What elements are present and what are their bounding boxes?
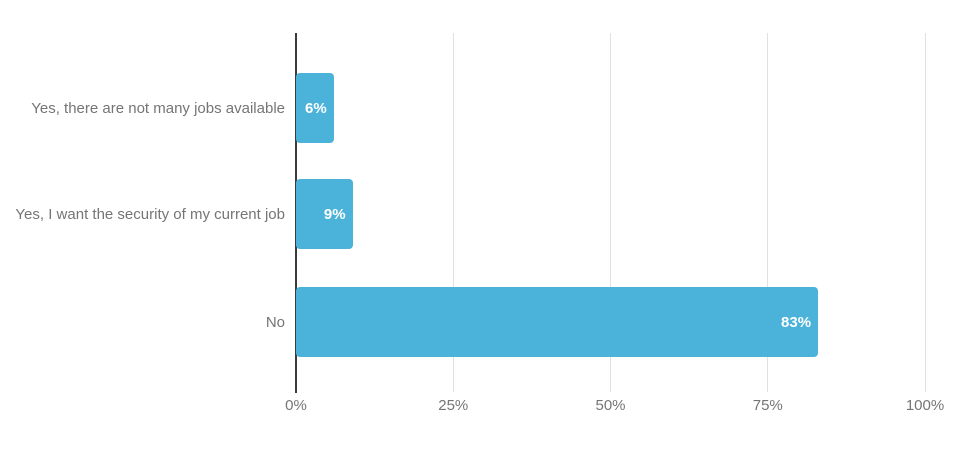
bar-value-label: 6%: [305, 99, 327, 117]
gridline: [924, 33, 926, 392]
bar: 9%: [296, 179, 353, 249]
x-tick-label: 50%: [595, 397, 626, 414]
x-tick-label: 75%: [752, 397, 783, 414]
bar: 83%: [296, 287, 819, 357]
category-label: Yes, I want the security of my current j…: [15, 205, 285, 223]
gridline: [767, 33, 769, 392]
x-tick-label: 0%: [285, 397, 307, 414]
bar-value-label: 9%: [323, 205, 346, 223]
bar-value-label: 83%: [781, 313, 812, 331]
gridline: [452, 33, 454, 392]
gridline: [610, 33, 611, 392]
category-label: Yes, there are not many jobs available: [31, 99, 285, 117]
x-tick-label: 25%: [438, 397, 469, 414]
category-label: No: [265, 313, 285, 331]
bar: 6%: [296, 73, 334, 143]
x-tick-label: 100%: [905, 397, 945, 414]
